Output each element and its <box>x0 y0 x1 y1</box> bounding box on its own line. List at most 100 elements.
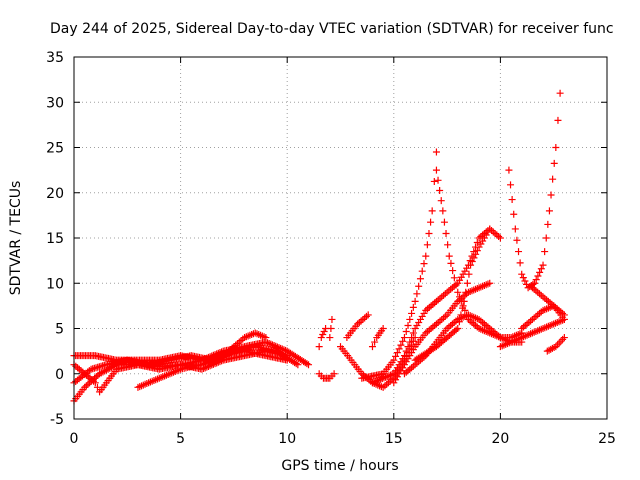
data-point <box>560 334 568 342</box>
data-point <box>442 229 450 237</box>
x-tick-label: 15 <box>385 431 403 447</box>
data-point <box>84 380 92 388</box>
data-point <box>395 345 403 353</box>
data-point <box>486 225 494 233</box>
data-point <box>449 267 457 275</box>
data-points <box>70 89 568 405</box>
series-frag-6 <box>315 370 338 382</box>
data-point <box>409 329 417 337</box>
data-point <box>460 297 468 305</box>
data-point <box>380 374 388 382</box>
data-point <box>264 339 272 347</box>
data-point <box>552 144 560 151</box>
series-frag-4 <box>343 311 372 342</box>
data-point <box>432 166 440 174</box>
data-point <box>387 371 395 379</box>
data-point <box>518 270 526 278</box>
data-point <box>294 361 302 369</box>
data-point <box>507 181 515 189</box>
series-mid-3 <box>411 225 494 364</box>
data-point <box>406 338 414 346</box>
y-tick-label: 0 <box>55 367 64 383</box>
y-tick-label: -5 <box>50 412 64 428</box>
series-frag-2 <box>326 315 336 342</box>
data-point <box>544 220 552 228</box>
data-point <box>550 159 558 167</box>
data-point <box>516 259 524 267</box>
data-point <box>413 290 421 298</box>
data-point <box>549 175 557 183</box>
data-point <box>486 279 494 287</box>
data-point <box>437 197 445 205</box>
data-point <box>444 241 452 249</box>
y-tick-label: 30 <box>46 95 64 111</box>
data-point <box>447 259 455 267</box>
data-point <box>454 288 462 296</box>
series-mid-1 <box>390 279 494 387</box>
data-point <box>541 248 549 256</box>
data-point <box>455 318 463 326</box>
data-point <box>272 342 280 350</box>
data-point <box>305 361 313 369</box>
data-point <box>418 267 426 275</box>
data-point <box>470 254 478 262</box>
data-point <box>559 335 567 343</box>
data-point <box>388 370 396 378</box>
data-point <box>327 325 335 332</box>
data-point <box>368 379 376 387</box>
data-point <box>513 236 521 244</box>
data-point <box>319 331 327 339</box>
data-point <box>454 325 462 332</box>
data-point <box>511 225 519 233</box>
data-point <box>377 375 385 383</box>
data-point <box>521 277 529 285</box>
data-point <box>373 377 381 385</box>
data-point <box>409 337 417 345</box>
data-point <box>273 343 281 351</box>
data-point <box>91 379 99 387</box>
data-point <box>505 166 513 174</box>
data-point <box>436 186 444 194</box>
data-point <box>368 343 376 351</box>
data-point <box>462 288 470 296</box>
data-point <box>519 274 527 282</box>
data-point <box>463 279 471 287</box>
data-point <box>382 373 390 381</box>
data-point <box>277 344 285 352</box>
data-point <box>510 210 518 218</box>
data-point <box>409 303 417 311</box>
y-tick-label: 15 <box>46 231 64 247</box>
y-axis-label: SDTVAR / TECUs <box>8 181 24 296</box>
data-point <box>515 248 523 256</box>
data-point <box>399 337 407 345</box>
data-point <box>554 116 562 124</box>
data-point <box>536 268 544 276</box>
data-point <box>404 343 412 351</box>
data-point <box>428 207 436 215</box>
series-evening-1 <box>505 89 564 292</box>
data-point <box>545 207 553 215</box>
data-point <box>378 375 386 383</box>
data-point <box>557 337 565 345</box>
y-tick-label: 35 <box>46 50 64 66</box>
series-evening-5 <box>543 334 568 355</box>
data-point <box>406 315 414 323</box>
data-point <box>465 270 473 278</box>
data-point <box>459 304 467 312</box>
axis-ticks: 0 5 10 15 20 25 -5 0 5 10 15 20 25 30 35 <box>46 50 616 447</box>
data-point <box>390 356 398 364</box>
data-point <box>416 275 424 283</box>
data-point <box>434 176 442 184</box>
data-point <box>425 229 433 237</box>
y-tick-label: 5 <box>55 322 64 338</box>
data-point <box>320 328 328 336</box>
data-point <box>420 260 428 268</box>
series-rise-1 <box>358 148 440 382</box>
data-point <box>267 340 275 348</box>
data-point <box>445 252 453 260</box>
data-point <box>452 281 460 289</box>
data-point <box>397 341 405 349</box>
data-point <box>468 258 476 266</box>
data-point <box>328 315 336 323</box>
